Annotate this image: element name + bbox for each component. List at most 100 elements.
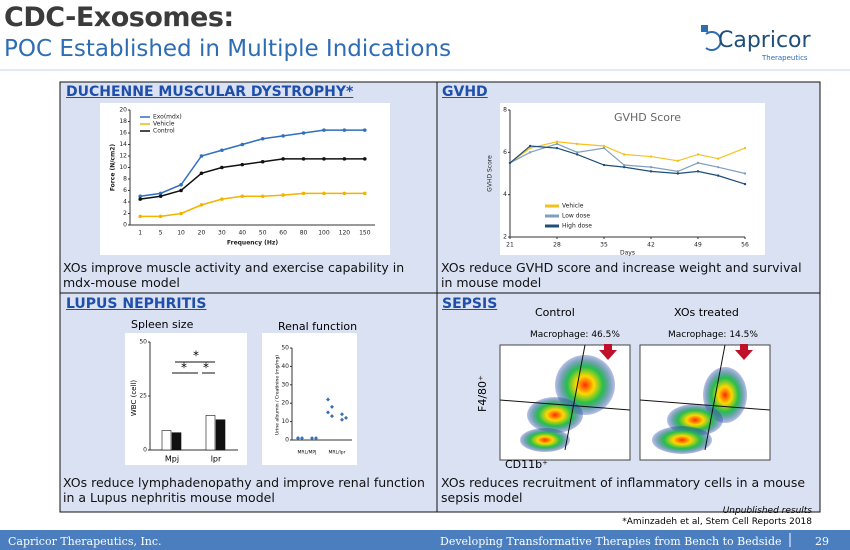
caption: XOs reduce lymphadenopathy and improve r… <box>63 475 425 505</box>
subtitle: POC Established in Multiple Indications <box>4 36 452 62</box>
y-tick-label: 40 <box>281 363 289 370</box>
logo-mark <box>701 25 722 51</box>
point <box>342 191 347 196</box>
bar <box>205 415 216 451</box>
chart-title: Renal function <box>278 320 358 333</box>
axis-label: WBC (cell) <box>130 380 138 416</box>
y-tick-label: 14 <box>119 141 127 148</box>
point <box>344 415 348 420</box>
arrow <box>735 344 753 360</box>
x-tick-label: 80 <box>300 230 308 237</box>
y-tick-label: 20 <box>281 400 289 407</box>
point <box>138 194 143 199</box>
logo-tagline: Therapeutics <box>762 54 808 62</box>
y-tick-label: 6 <box>503 149 507 156</box>
y-tick-label: 20 <box>119 107 127 114</box>
axis-label: GVHD Score <box>487 155 494 192</box>
footer-company: Capricor Therapeutics, Inc. <box>8 535 162 548</box>
axis-label: Days <box>620 250 635 257</box>
gate-label: Macrophage: 46.5% <box>530 330 620 340</box>
y-tick-label: 4 <box>123 199 127 206</box>
point <box>743 172 747 175</box>
point <box>696 170 700 173</box>
point <box>743 182 747 186</box>
point <box>649 155 653 158</box>
chart-bg <box>125 333 247 465</box>
legend-label: High dose <box>562 223 592 230</box>
x-tick-label: 10 <box>177 230 185 237</box>
y-tick-label: 8 <box>503 107 507 114</box>
point <box>179 182 183 187</box>
y-tick-label: 18 <box>119 118 127 125</box>
panel-title: DUCHENNE MUSCULAR DYSTROPHY* <box>66 84 354 100</box>
axis-label: Urine albumin / Creatinine (mg/mg) <box>275 355 281 435</box>
x-tick-label: 28 <box>553 242 561 249</box>
point <box>138 197 143 201</box>
point <box>220 197 224 201</box>
y-tick-label: 0 <box>143 447 147 454</box>
point <box>296 436 300 441</box>
y-tick-label: 50 <box>139 339 147 346</box>
point <box>310 436 314 441</box>
point <box>199 203 204 207</box>
x-tick-label: 50 <box>259 230 267 237</box>
y-tick-label: 2 <box>123 210 127 217</box>
x-tick-label: 150 <box>359 230 371 237</box>
point <box>622 153 626 156</box>
point <box>602 163 606 167</box>
point <box>528 146 532 150</box>
point <box>575 142 579 146</box>
x-tick-label: 49 <box>694 242 702 249</box>
bracket <box>172 361 215 374</box>
x-tick-label: 20 <box>198 230 206 237</box>
point <box>300 436 304 441</box>
x-tick-label: lpr <box>211 455 222 464</box>
panel-title: GVHD <box>442 84 488 100</box>
annotation: * <box>203 361 209 375</box>
point <box>555 140 559 143</box>
chart-title: Spleen size <box>131 318 194 331</box>
series-line <box>140 158 365 200</box>
x-tick-label: 35 <box>600 242 608 249</box>
gate-label: Macrophage: 14.5% <box>668 330 758 340</box>
y-tick-label: 10 <box>119 164 127 171</box>
x-tick-label: 42 <box>647 242 655 249</box>
point <box>281 157 285 161</box>
arrow <box>599 344 617 360</box>
x-tick-label: MRL/lpr <box>329 450 346 456</box>
point <box>330 414 334 419</box>
point <box>220 148 224 153</box>
point <box>322 128 326 132</box>
annotation: * <box>193 349 199 363</box>
y-tick-label: 4 <box>503 191 507 198</box>
point <box>716 174 720 177</box>
y-tick-label: 10 <box>281 418 289 425</box>
panel-label: Control <box>535 306 575 319</box>
point <box>326 410 330 415</box>
axis-label: Frequency (Hz) <box>227 240 278 247</box>
point <box>158 214 163 219</box>
point <box>555 142 559 146</box>
y-tick-label: 30 <box>281 381 289 388</box>
legend-label: Exo(mdx) <box>153 114 182 121</box>
footer-bar <box>0 530 850 550</box>
annotation: * <box>181 361 187 375</box>
x-tick-label: 21 <box>506 242 514 249</box>
point <box>260 136 265 141</box>
point <box>322 191 326 196</box>
x-tick-label: 56 <box>741 242 749 249</box>
panel-title: SEPSIS <box>442 296 498 312</box>
point <box>158 191 163 196</box>
chart-bg <box>500 103 765 255</box>
point <box>622 165 626 169</box>
chart-bg <box>100 103 390 255</box>
x-tick-label: 100 <box>318 230 330 237</box>
point <box>330 404 334 409</box>
point <box>362 157 367 161</box>
point <box>340 412 344 417</box>
point <box>240 194 245 199</box>
logo-name: Capricor <box>718 28 811 53</box>
point <box>362 128 367 132</box>
